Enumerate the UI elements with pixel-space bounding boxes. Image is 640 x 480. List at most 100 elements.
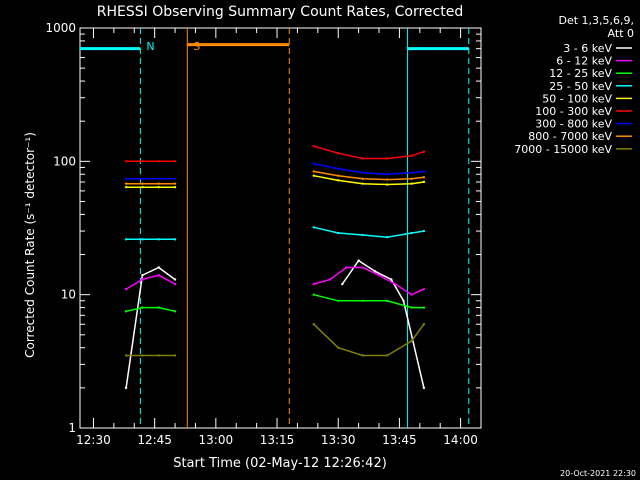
data-point xyxy=(385,157,389,160)
data-point xyxy=(173,282,177,286)
data-point xyxy=(312,226,315,229)
y-tick-label: 1 xyxy=(68,421,76,435)
data-point xyxy=(385,299,389,302)
legend-label: 800 - 7000 keV xyxy=(528,130,612,143)
data-point xyxy=(422,150,426,153)
legend-title-line-2: Att 0 xyxy=(608,27,634,40)
data-point xyxy=(312,293,315,296)
data-point xyxy=(422,306,426,309)
data-point xyxy=(337,152,340,155)
data-point xyxy=(157,306,160,309)
data-point xyxy=(141,238,144,241)
y-tick-label: 10 xyxy=(61,288,76,302)
data-point xyxy=(157,185,160,189)
data-point xyxy=(410,231,413,235)
data-point xyxy=(377,273,381,277)
data-point xyxy=(312,162,315,165)
legend-label: 25 - 50 keV xyxy=(549,80,612,93)
data-point xyxy=(337,299,340,302)
data-point xyxy=(124,182,128,185)
data-point xyxy=(124,238,128,241)
data-point xyxy=(173,278,177,281)
series-line xyxy=(313,162,424,176)
data-point xyxy=(361,171,364,175)
x-tick-label: 12:30 xyxy=(76,433,111,447)
data-point xyxy=(385,178,389,181)
data-point xyxy=(312,323,315,326)
data-point xyxy=(410,339,413,343)
legend-label: 100 - 300 keV xyxy=(535,105,612,118)
data-point xyxy=(385,235,389,239)
data-point xyxy=(141,354,144,357)
data-point xyxy=(410,177,413,180)
data-point xyxy=(124,310,128,313)
data-point xyxy=(124,185,128,189)
data-point xyxy=(157,177,160,180)
data-point xyxy=(337,174,340,177)
data-point xyxy=(312,170,315,173)
data-point xyxy=(312,282,315,286)
legend-label: 6 - 12 keV xyxy=(556,55,612,68)
footer-date: 20-Oct-2021 22:30 xyxy=(560,469,636,478)
data-point xyxy=(173,177,177,180)
data-point xyxy=(157,266,160,269)
data-point xyxy=(385,183,389,186)
data-point xyxy=(157,273,160,277)
series-line xyxy=(313,170,424,181)
legend-title-line-1: Det 1,3,5,6,9, xyxy=(558,14,634,27)
data-point xyxy=(312,144,315,148)
data-point xyxy=(373,269,377,273)
y-axis-label: Corrected Count Rate (s⁻¹ detector⁻¹) xyxy=(23,132,37,358)
data-point xyxy=(141,177,144,180)
data-point xyxy=(312,174,315,177)
data-point xyxy=(385,354,389,357)
data-point xyxy=(422,176,426,179)
data-point xyxy=(394,282,397,286)
marker-label: S xyxy=(193,40,200,53)
data-point xyxy=(157,238,160,241)
data-point xyxy=(141,273,144,277)
data-point xyxy=(422,180,426,184)
series-line xyxy=(125,274,176,290)
data-point xyxy=(337,346,340,349)
series-line xyxy=(125,306,176,313)
data-point xyxy=(124,287,128,291)
legend-label: 7000 - 15000 keV xyxy=(514,143,612,156)
data-point xyxy=(141,182,144,185)
data-point xyxy=(141,185,144,189)
chart-title: RHESSI Observing Summary Count Rates, Co… xyxy=(97,4,463,20)
x-tick-label: 13:15 xyxy=(260,433,295,447)
y-tick-label: 100 xyxy=(53,154,76,168)
data-point xyxy=(124,160,128,163)
data-point xyxy=(422,386,426,390)
series-line xyxy=(341,259,425,389)
data-point xyxy=(361,177,364,180)
x-tick-label: 13:00 xyxy=(199,433,234,447)
data-point xyxy=(124,354,128,357)
legend-label: 50 - 100 keV xyxy=(542,92,612,105)
data-point xyxy=(410,182,413,185)
data-point xyxy=(422,170,426,173)
data-point xyxy=(361,266,364,269)
data-point xyxy=(361,182,364,185)
series-line xyxy=(313,226,425,238)
data-point xyxy=(345,266,348,269)
data-point xyxy=(337,231,340,235)
data-point xyxy=(141,278,144,281)
series-line xyxy=(313,145,425,160)
data-point xyxy=(157,354,160,357)
data-point xyxy=(361,354,364,357)
data-point xyxy=(422,287,426,291)
data-point xyxy=(173,354,177,357)
data-point xyxy=(361,157,364,160)
legend-label: 3 - 6 keV xyxy=(563,42,612,55)
data-point xyxy=(141,160,144,163)
series-line xyxy=(313,293,424,309)
data-point xyxy=(328,278,332,281)
data-point xyxy=(385,173,389,176)
data-point xyxy=(357,259,360,262)
legend-label: 300 - 800 keV xyxy=(535,118,612,131)
x-tick-label: 12:45 xyxy=(137,433,172,447)
data-point xyxy=(422,323,426,326)
